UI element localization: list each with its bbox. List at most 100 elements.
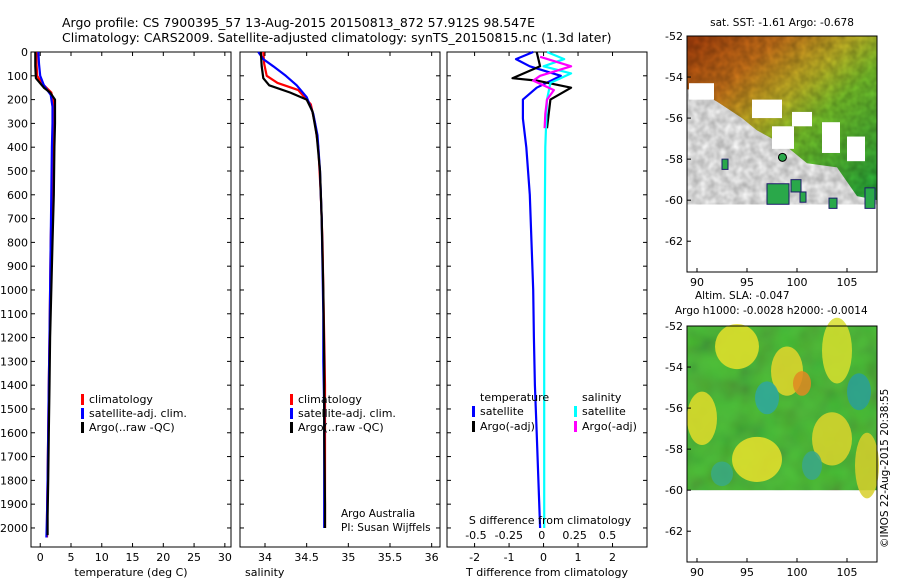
ytick-label-19: 1900 bbox=[0, 498, 28, 511]
ytick-label-2: 200 bbox=[7, 94, 28, 107]
figure-title-line2: Climatology: CARS2009. Satellite-adjuste… bbox=[62, 30, 612, 45]
sla_map-xtick-label-2: 100 bbox=[787, 566, 808, 579]
sst-gap-4 bbox=[822, 122, 840, 153]
ytick-label-6: 600 bbox=[7, 189, 28, 202]
ytick-label-9: 900 bbox=[7, 260, 28, 273]
difference-legend-label-3: Argo(-adj) bbox=[582, 420, 637, 433]
salinity-series-2 bbox=[259, 51, 327, 528]
difference-xtick2-label-2: 0 bbox=[538, 529, 545, 542]
sla-anomaly-7 bbox=[855, 432, 879, 499]
legend-header-temperature: temperature bbox=[480, 391, 549, 404]
ytick-label-11: 1100 bbox=[0, 308, 28, 321]
sla-anomaly-8 bbox=[755, 381, 779, 415]
ytick-label-17: 1700 bbox=[0, 451, 28, 464]
difference-series-3 bbox=[532, 55, 573, 129]
salinity-legend-label-2: Argo(..raw -QC) bbox=[298, 421, 384, 434]
sla-anomaly-9 bbox=[847, 373, 871, 411]
sst-texture bbox=[687, 36, 877, 205]
sst-gap-2 bbox=[792, 111, 812, 127]
sst-patch-1 bbox=[766, 183, 790, 205]
sst_map-ytick-label-3: -58 bbox=[665, 153, 683, 166]
sst_map-xtick-label-1: 95 bbox=[740, 276, 754, 289]
sst_map-xtick-label-3: 105 bbox=[837, 276, 858, 289]
difference-xtick2-label-4: 0.5 bbox=[599, 529, 617, 542]
sst_map-frame bbox=[686, 35, 878, 273]
salinity-xtick-label-1: 34.5 bbox=[294, 551, 319, 564]
figure-title-line1: Argo profile: CS 7900395_57 13-Aug-2015 … bbox=[62, 15, 535, 30]
sla-anomaly-0 bbox=[715, 323, 759, 370]
salinity-xtick-label-4: 36 bbox=[425, 551, 439, 564]
sst_map-xtick-label-0: 90 bbox=[690, 276, 704, 289]
temperature-legend-label-1: satellite-adj. clim. bbox=[89, 407, 187, 420]
ytick-label-4: 400 bbox=[7, 141, 28, 154]
difference-xtick2-label-0: -0.5 bbox=[465, 529, 486, 542]
argo-position-marker bbox=[777, 152, 787, 162]
temperature-xlabel: temperature (deg C) bbox=[74, 566, 187, 579]
sla-anomaly-4 bbox=[793, 371, 811, 396]
temperature-frame bbox=[30, 51, 232, 548]
sla-anomaly-10 bbox=[711, 461, 733, 487]
ytick-label-8: 800 bbox=[7, 236, 28, 249]
sst_map-ytick-label-1: -54 bbox=[665, 71, 683, 84]
difference-xtick-label-2: 0 bbox=[540, 551, 547, 564]
salinity-xtick-label-0: 34 bbox=[258, 551, 272, 564]
sst-map-title: sat. SST: -1.61 Argo: -0.678 bbox=[710, 17, 854, 29]
temperature-legend-swatch-1 bbox=[81, 408, 84, 419]
sst_map: 90 95 100 105 -52 -54 -56 -58 -60 -62 sat. SST: -1… bbox=[665, 17, 878, 289]
difference-legend-swatch-2 bbox=[574, 406, 577, 417]
difference-series-0 bbox=[514, 50, 562, 529]
difference-panel: -2 -1 0 1 2 T difference from climatology S di… bbox=[446, 50, 648, 579]
sla_map-ytick-label-3: -58 bbox=[665, 443, 683, 456]
sst_map-ytick-label-4: -60 bbox=[665, 194, 683, 207]
sst-gap-5 bbox=[847, 136, 865, 162]
temperature-legend-label-2: Argo(..raw -QC) bbox=[89, 421, 175, 434]
sla_map-xtick-label-3: 105 bbox=[837, 566, 858, 579]
sla_map-ytick-label-5: -62 bbox=[665, 525, 683, 538]
temperature-legend-swatch-2 bbox=[81, 422, 84, 433]
difference-xtick-label-1: -1 bbox=[504, 551, 515, 564]
sla_map-xtick-label-1: 95 bbox=[740, 566, 754, 579]
difference-xlabel: T difference from climatology bbox=[465, 566, 628, 579]
ytick-label-0: 0 bbox=[21, 46, 28, 59]
difference-legend-swatch-3 bbox=[574, 421, 577, 432]
difference-xtick2-label-3: 0.25 bbox=[562, 529, 587, 542]
sla-map-subtitle: Argo h1000: -0.0028 h2000: -0.0014 bbox=[675, 305, 868, 317]
ytick-label-15: 1500 bbox=[0, 403, 28, 416]
salinity-xlabel: salinity bbox=[245, 566, 285, 579]
ytick-label-20: 2000 bbox=[0, 522, 28, 535]
salinity-frame bbox=[239, 51, 441, 548]
ytick-label-12: 1200 bbox=[0, 332, 28, 345]
salinity-xtick-label-3: 35.5 bbox=[378, 551, 403, 564]
difference-legend-swatch-1 bbox=[472, 421, 475, 432]
ytick-label-10: 1000 bbox=[0, 284, 28, 297]
sla-anomaly-3 bbox=[687, 391, 717, 446]
temperature-xtick-label-5: 25 bbox=[187, 551, 201, 564]
sla-anomaly-5 bbox=[812, 412, 852, 466]
sst-patch-3 bbox=[799, 191, 807, 203]
salinity-legend-label-0: climatology bbox=[298, 393, 362, 406]
difference-legend-swatch-0 bbox=[472, 406, 475, 417]
sst_map-ytick-label-2: -56 bbox=[665, 112, 683, 125]
difference-xlabel2: S difference from climatology bbox=[469, 514, 632, 527]
salinity-legend-swatch-2 bbox=[290, 422, 293, 433]
sst-gap-1 bbox=[752, 99, 782, 119]
ytick-label-14: 1400 bbox=[0, 379, 28, 392]
difference-legend-label-0: satellite bbox=[480, 405, 524, 418]
difference-series-1 bbox=[511, 51, 573, 129]
salinity-xtick-label-2: 35 bbox=[341, 551, 355, 564]
sst_map-ytick-label-5: -62 bbox=[665, 235, 683, 248]
salinity-legend-label-1: satellite-adj. clim. bbox=[298, 407, 396, 420]
temperature-legend-label-0: climatology bbox=[89, 393, 153, 406]
sla_map-ytick-label-0: -52 bbox=[665, 320, 683, 333]
temperature-panel: 0 5 10 15 20 25 300100200300400500600700800900… bbox=[0, 46, 232, 579]
temperature-xtick-label-6: 30 bbox=[218, 551, 232, 564]
salinity-panel: 34 34.5 35 35.5 36 salinity climatologysatelli… bbox=[239, 51, 441, 579]
ytick-label-7: 700 bbox=[7, 213, 28, 226]
difference-legend-label-2: satellite bbox=[582, 405, 626, 418]
temperature-xtick-label-3: 15 bbox=[126, 551, 140, 564]
difference-xtick2-label-1: -0.25 bbox=[495, 529, 523, 542]
difference-xtick-label-4: 2 bbox=[609, 551, 616, 564]
sla_map: 90 95 100 105 -52 -54 -56 -58 -60 -62 Altim. SLA: … bbox=[665, 290, 879, 579]
salinity-legend-swatch-0 bbox=[290, 394, 293, 405]
